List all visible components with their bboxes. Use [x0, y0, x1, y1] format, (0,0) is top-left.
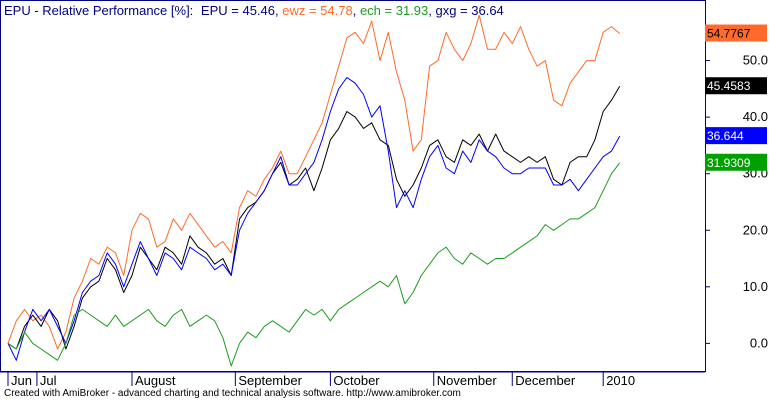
- chart-title: EPU - Relative Performance [%]: EPU = 45…: [4, 3, 504, 18]
- last-value-badges: 54.7767 45.4583 36.644 31.9309: [705, 24, 767, 171]
- last-value-badge-ewz: 54.7767: [705, 24, 767, 42]
- title-epu: EPU = 45.46: [201, 3, 275, 18]
- x-tick-label: September: [238, 373, 302, 388]
- series-line-ewz: [7, 14, 621, 350]
- y-tick-label: 10.0: [743, 279, 768, 294]
- footer-credit: Created with AmiBroker - advanced charti…: [4, 388, 461, 399]
- y-axis: 0.010.020.030.040.050.0: [705, 53, 768, 350]
- x-tick-label: August: [135, 373, 176, 388]
- svg-text:54.7767: 54.7767: [707, 27, 751, 41]
- series-layer: [7, 14, 621, 367]
- title-prefix: EPU - Relative Performance [%]:: [4, 3, 193, 18]
- title-ewz: ewz = 54.78: [282, 3, 352, 18]
- x-tick-label: 2010: [606, 373, 635, 388]
- x-axis: Jun Jul August September October November Dece…: [0, 371, 705, 388]
- last-value-badge-ech: 31.9309: [705, 153, 767, 171]
- title-gxg: gxg = 36.64: [435, 3, 503, 18]
- last-value-badge-epu: 45.4583: [705, 77, 767, 95]
- svg-text:31.9309: 31.9309: [707, 156, 751, 170]
- x-tick-label: Jul: [40, 373, 57, 388]
- x-tick-label: November: [437, 373, 498, 388]
- series-line-gxg: [7, 77, 621, 361]
- series-line-epu: [7, 85, 621, 350]
- series-line-ech: [7, 162, 621, 367]
- y-tick-label: 50.0: [743, 53, 768, 68]
- y-tick-label: 20.0: [743, 222, 768, 237]
- y-tick-label: 0.0: [750, 335, 768, 350]
- x-tick-label: Jun: [11, 373, 32, 388]
- plot-area: [0, 0, 706, 372]
- svg-text:45.4583: 45.4583: [707, 79, 751, 93]
- x-tick-label: December: [515, 373, 576, 388]
- svg-text:36.644: 36.644: [707, 129, 744, 143]
- x-tick-label: October: [333, 373, 380, 388]
- y-tick-label: 40.0: [743, 109, 768, 124]
- title-ech: ech = 31.93: [360, 3, 428, 18]
- last-value-badge-gxg: 36.644: [705, 127, 767, 145]
